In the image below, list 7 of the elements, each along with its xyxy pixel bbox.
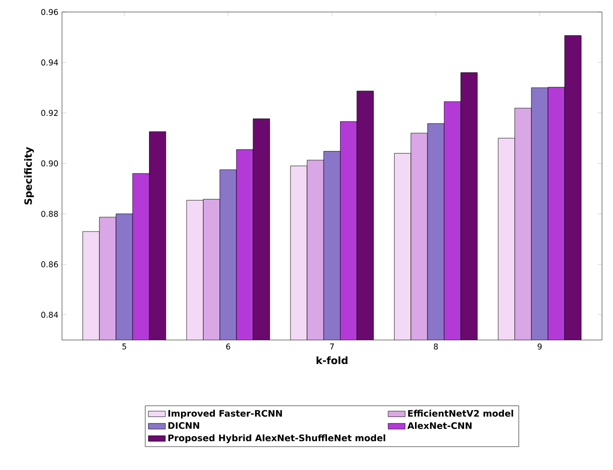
- legend-label: Proposed Hybrid AlexNet-ShuffleNet model: [168, 434, 386, 444]
- legend-label: AlexNet-CNN: [407, 422, 472, 430]
- y-axis-title: Specificity: [24, 147, 34, 204]
- legend-label: DICNN: [168, 422, 200, 429]
- x-axis-title: k-fold: [316, 356, 348, 364]
- legend-label: Improved Faster-RCNN: [168, 410, 282, 418]
- legend-label: EfficientNetV2 model: [408, 410, 514, 417]
